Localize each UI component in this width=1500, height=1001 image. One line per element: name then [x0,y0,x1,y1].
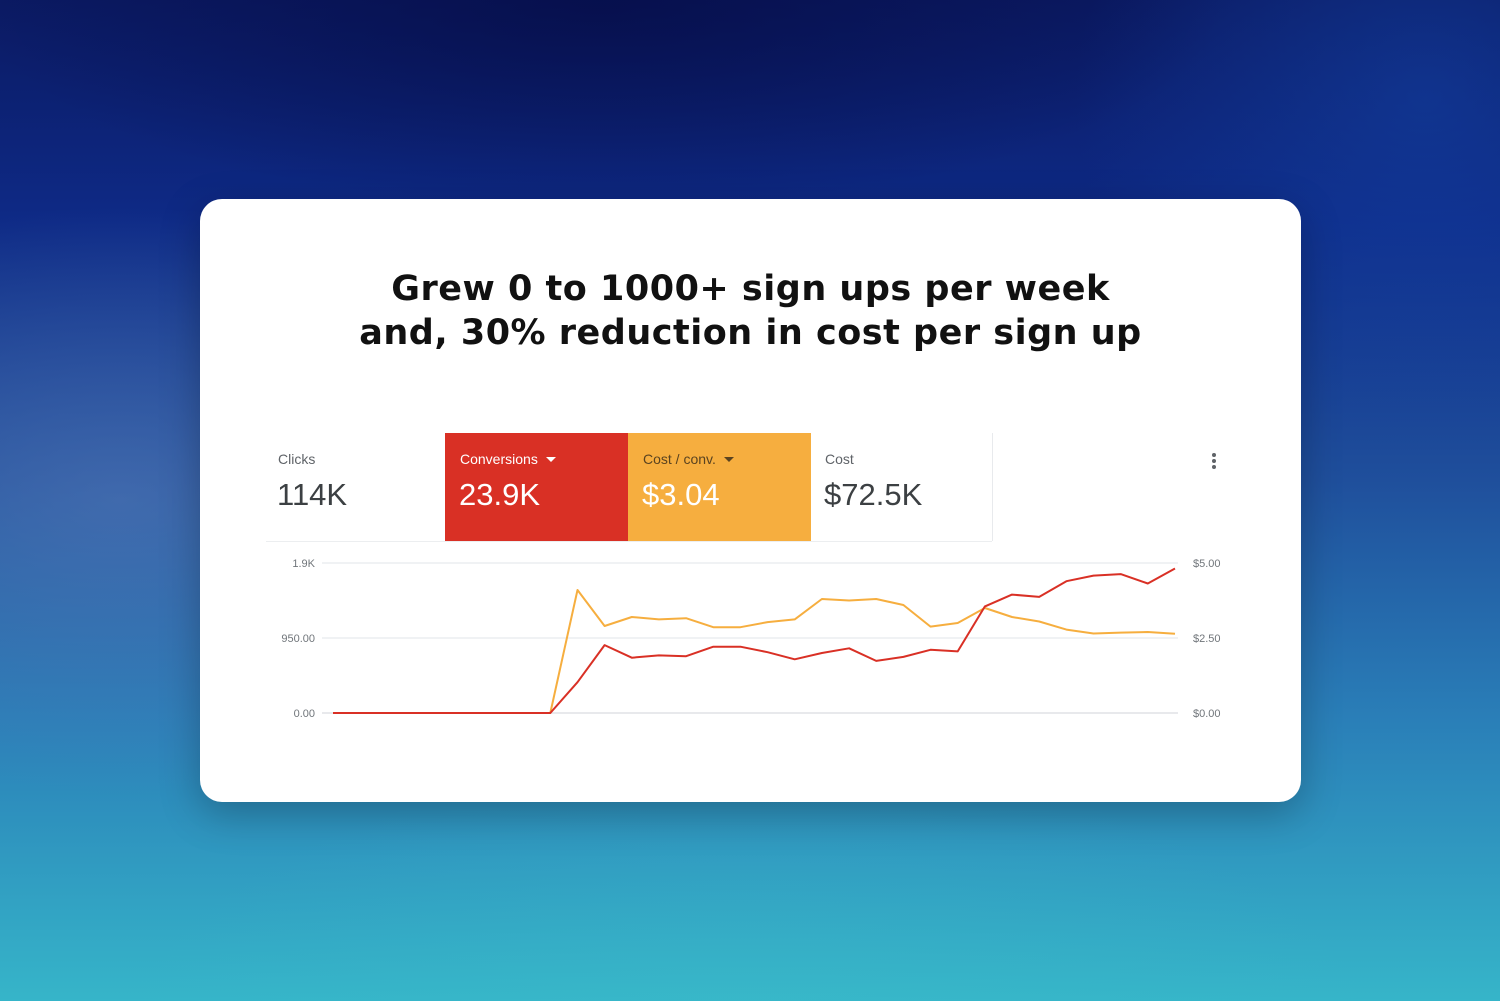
chart-gridlines [322,562,1178,714]
series-line-cost-per-conversion [333,589,1176,714]
metric-cost-per-conversion-value: $3.04 [642,477,720,512]
left-axis-tick-label: 1.9K [292,558,315,570]
metric-cost-per-conversion-label: Cost / conv. [643,451,734,467]
metric-conversions-value: 23.9K [459,477,541,512]
right-axis-tick-label: $0.00 [1193,708,1221,720]
metric-cost-label: Cost [825,451,854,467]
metric-clicks-value: 114K [277,477,348,512]
metric-cost-value: $72.5K [824,477,923,512]
more-vert-icon[interactable] [1206,451,1222,475]
performance-chart: 1.9K 950.00 0.00 $5.00 $2.50 $0.00 [281,558,1221,720]
metrics-divider [266,541,992,542]
metric-clicks-label: Clicks [278,451,316,467]
dropdown-caret-icon[interactable] [545,457,556,462]
headline-line-1: Grew 0 to 1000+ sign ups per week [391,269,1110,309]
dropdown-caret-icon[interactable] [723,457,734,462]
series-line-conversions [333,567,1176,714]
right-axis-tick-label: $2.50 [1193,633,1221,645]
report-card: Grew 0 to 1000+ sign ups per week and, 3… [200,199,1301,802]
metric-cost-per-conversion[interactable]: Cost / conv. $3.04 [628,433,811,541]
left-axis-ticks: 1.9K 950.00 0.00 [281,558,315,720]
headline: Grew 0 to 1000+ sign ups per week and, 3… [200,267,1301,355]
chart-series [333,567,1176,714]
metric-conversions-label-text: Conversions [460,451,538,467]
left-axis-tick-label: 950.00 [281,633,315,645]
metric-clicks[interactable]: Clicks 114K [263,433,446,541]
right-axis-ticks: $5.00 $2.50 $0.00 [1193,558,1221,720]
metric-conversions-label: Conversions [460,451,556,467]
metric-conversions[interactable]: Conversions 23.9K [445,433,628,541]
metric-cost[interactable]: Cost $72.5K [810,433,993,541]
right-axis-tick-label: $5.00 [1193,558,1221,570]
left-axis-tick-label: 0.00 [294,708,315,720]
headline-line-2: and, 30% reduction in cost per sign up [359,313,1142,353]
metric-cost-per-conversion-label-text: Cost / conv. [643,451,716,467]
